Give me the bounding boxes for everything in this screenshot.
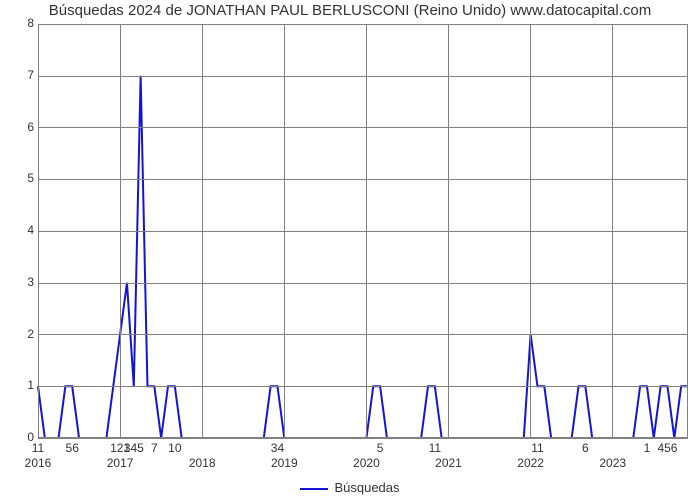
- legend-label: Búsquedas: [334, 480, 399, 495]
- axis-right: [687, 24, 688, 438]
- y-tick-label: 5: [10, 171, 34, 185]
- series-path: [38, 76, 688, 438]
- year-label: 2022: [506, 456, 556, 470]
- y-tick-label: 4: [10, 223, 34, 237]
- legend: Búsquedas: [0, 480, 700, 500]
- year-label: 2019: [259, 456, 309, 470]
- x-value-label: 7: [151, 441, 158, 455]
- axis-left: [38, 24, 39, 438]
- x-gridline: [120, 24, 121, 438]
- y-gridline: [38, 231, 688, 232]
- year-label: 2018: [177, 456, 227, 470]
- x-value-label: 1: [644, 441, 651, 455]
- x-value-label: 5: [377, 441, 384, 455]
- year-label: 2016: [13, 456, 63, 470]
- x-value-label: 345: [124, 441, 144, 455]
- axis-top: [38, 24, 688, 25]
- x-gridline: [448, 24, 449, 438]
- chart-title: Búsquedas 2024 de JONATHAN PAUL BERLUSCO…: [0, 2, 700, 19]
- y-gridline: [38, 127, 688, 128]
- chart-root: { "chart": { "type": "line", "title": "B…: [0, 0, 700, 500]
- y-gridline: [38, 386, 688, 387]
- y-gridline: [38, 179, 688, 180]
- x-value-label: 6: [582, 441, 589, 455]
- y-tick-label: 8: [10, 16, 34, 30]
- y-tick-label: 3: [10, 275, 34, 289]
- x-value-label: 11: [429, 441, 441, 455]
- year-label: 2023: [588, 456, 638, 470]
- x-value-label: 11: [32, 441, 44, 455]
- year-label: 2017: [95, 456, 145, 470]
- legend-swatch: [300, 488, 328, 490]
- x-value-label: 456: [657, 441, 677, 455]
- x-gridline: [284, 24, 285, 438]
- y-tick-label: 7: [10, 68, 34, 82]
- axis-bottom: [38, 437, 688, 438]
- x-gridline: [366, 24, 367, 438]
- plot-area: [38, 24, 688, 438]
- x-gridline: [612, 24, 613, 438]
- x-value-label: 11: [531, 441, 543, 455]
- y-tick-label: 1: [10, 378, 34, 392]
- y-tick-label: 6: [10, 120, 34, 134]
- x-gridline: [530, 24, 531, 438]
- x-gridline: [202, 24, 203, 438]
- year-label: 2020: [341, 456, 391, 470]
- y-gridline: [38, 283, 688, 284]
- x-value-label: 10: [168, 441, 181, 455]
- y-gridline: [38, 76, 688, 77]
- year-label: 2021: [424, 456, 474, 470]
- x-value-label: 56: [66, 441, 79, 455]
- y-gridline: [38, 334, 688, 335]
- y-tick-label: 0: [10, 430, 34, 444]
- x-value-label: 34: [271, 441, 284, 455]
- y-tick-label: 2: [10, 327, 34, 341]
